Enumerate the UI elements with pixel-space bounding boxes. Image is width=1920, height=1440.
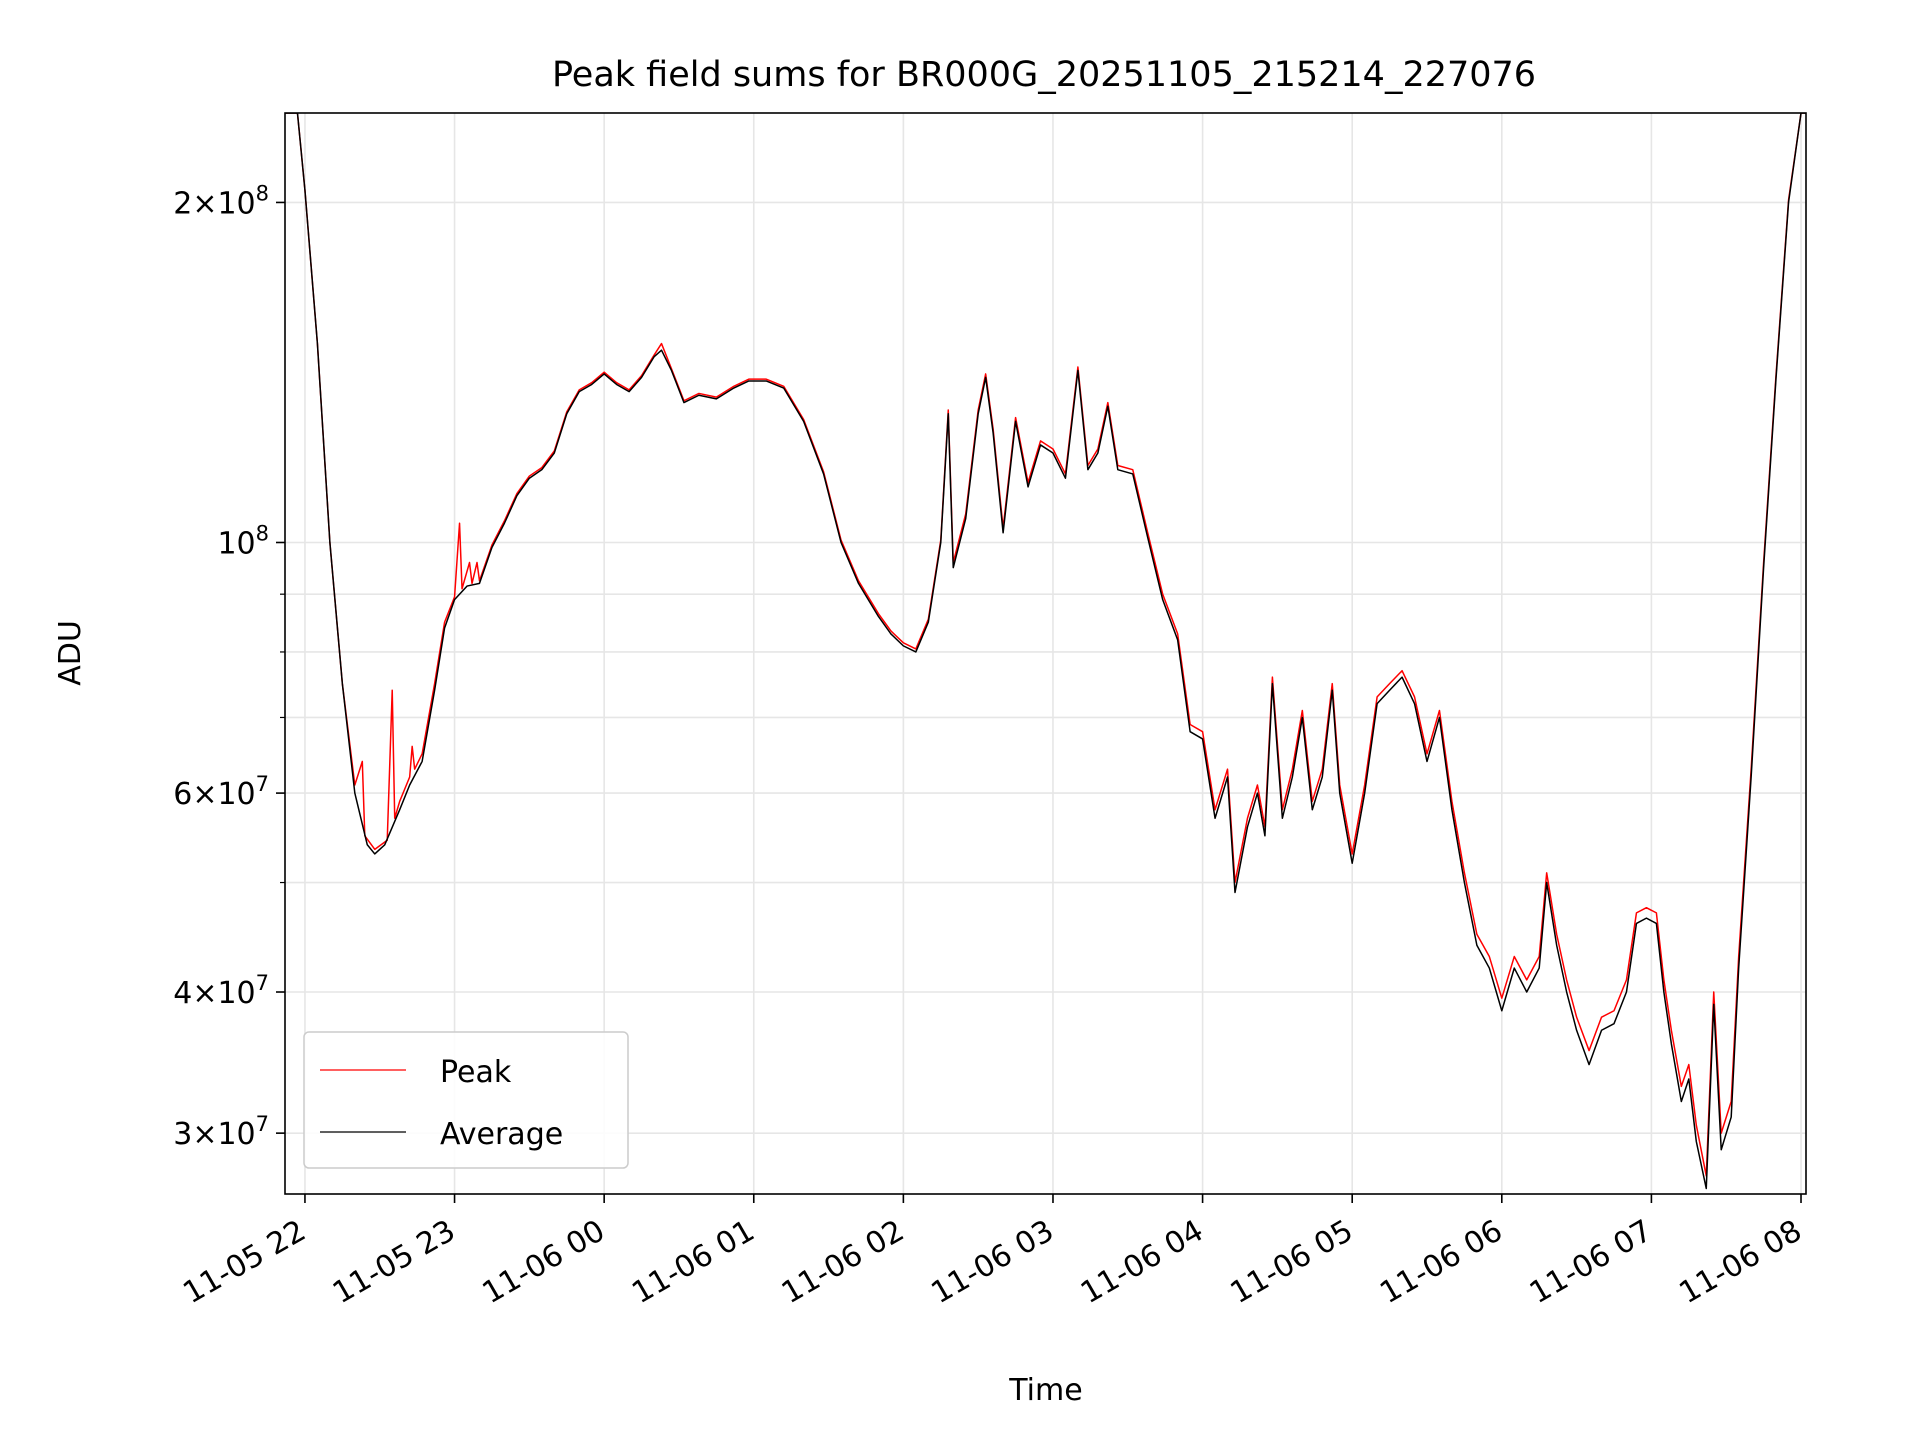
y-tick-label: 6×107 [173, 772, 269, 812]
grid [285, 113, 1806, 1194]
series-line-average [285, 113, 1806, 1190]
legend-label-peak: Peak [440, 1055, 512, 1090]
legend: Peak Average [303, 1031, 629, 1169]
y-tick-label: 2×108 [173, 181, 269, 221]
y-tick-label: 4×107 [173, 971, 269, 1011]
chart-title: Peak field sums for BR000G_20251105_2152… [552, 55, 1536, 95]
y-tick-label: 3×107 [173, 1112, 269, 1152]
y-axis-label: ADU [53, 620, 88, 686]
x-axis-label: Time [1008, 1373, 1082, 1408]
series-line-peak [285, 113, 1806, 1177]
plot-frame [284, 112, 1807, 1195]
series-lines [285, 113, 1806, 1190]
legend-box [303, 1031, 629, 1169]
y-tick-label: 108 [217, 521, 269, 561]
legend-label-average: Average [440, 1117, 563, 1152]
